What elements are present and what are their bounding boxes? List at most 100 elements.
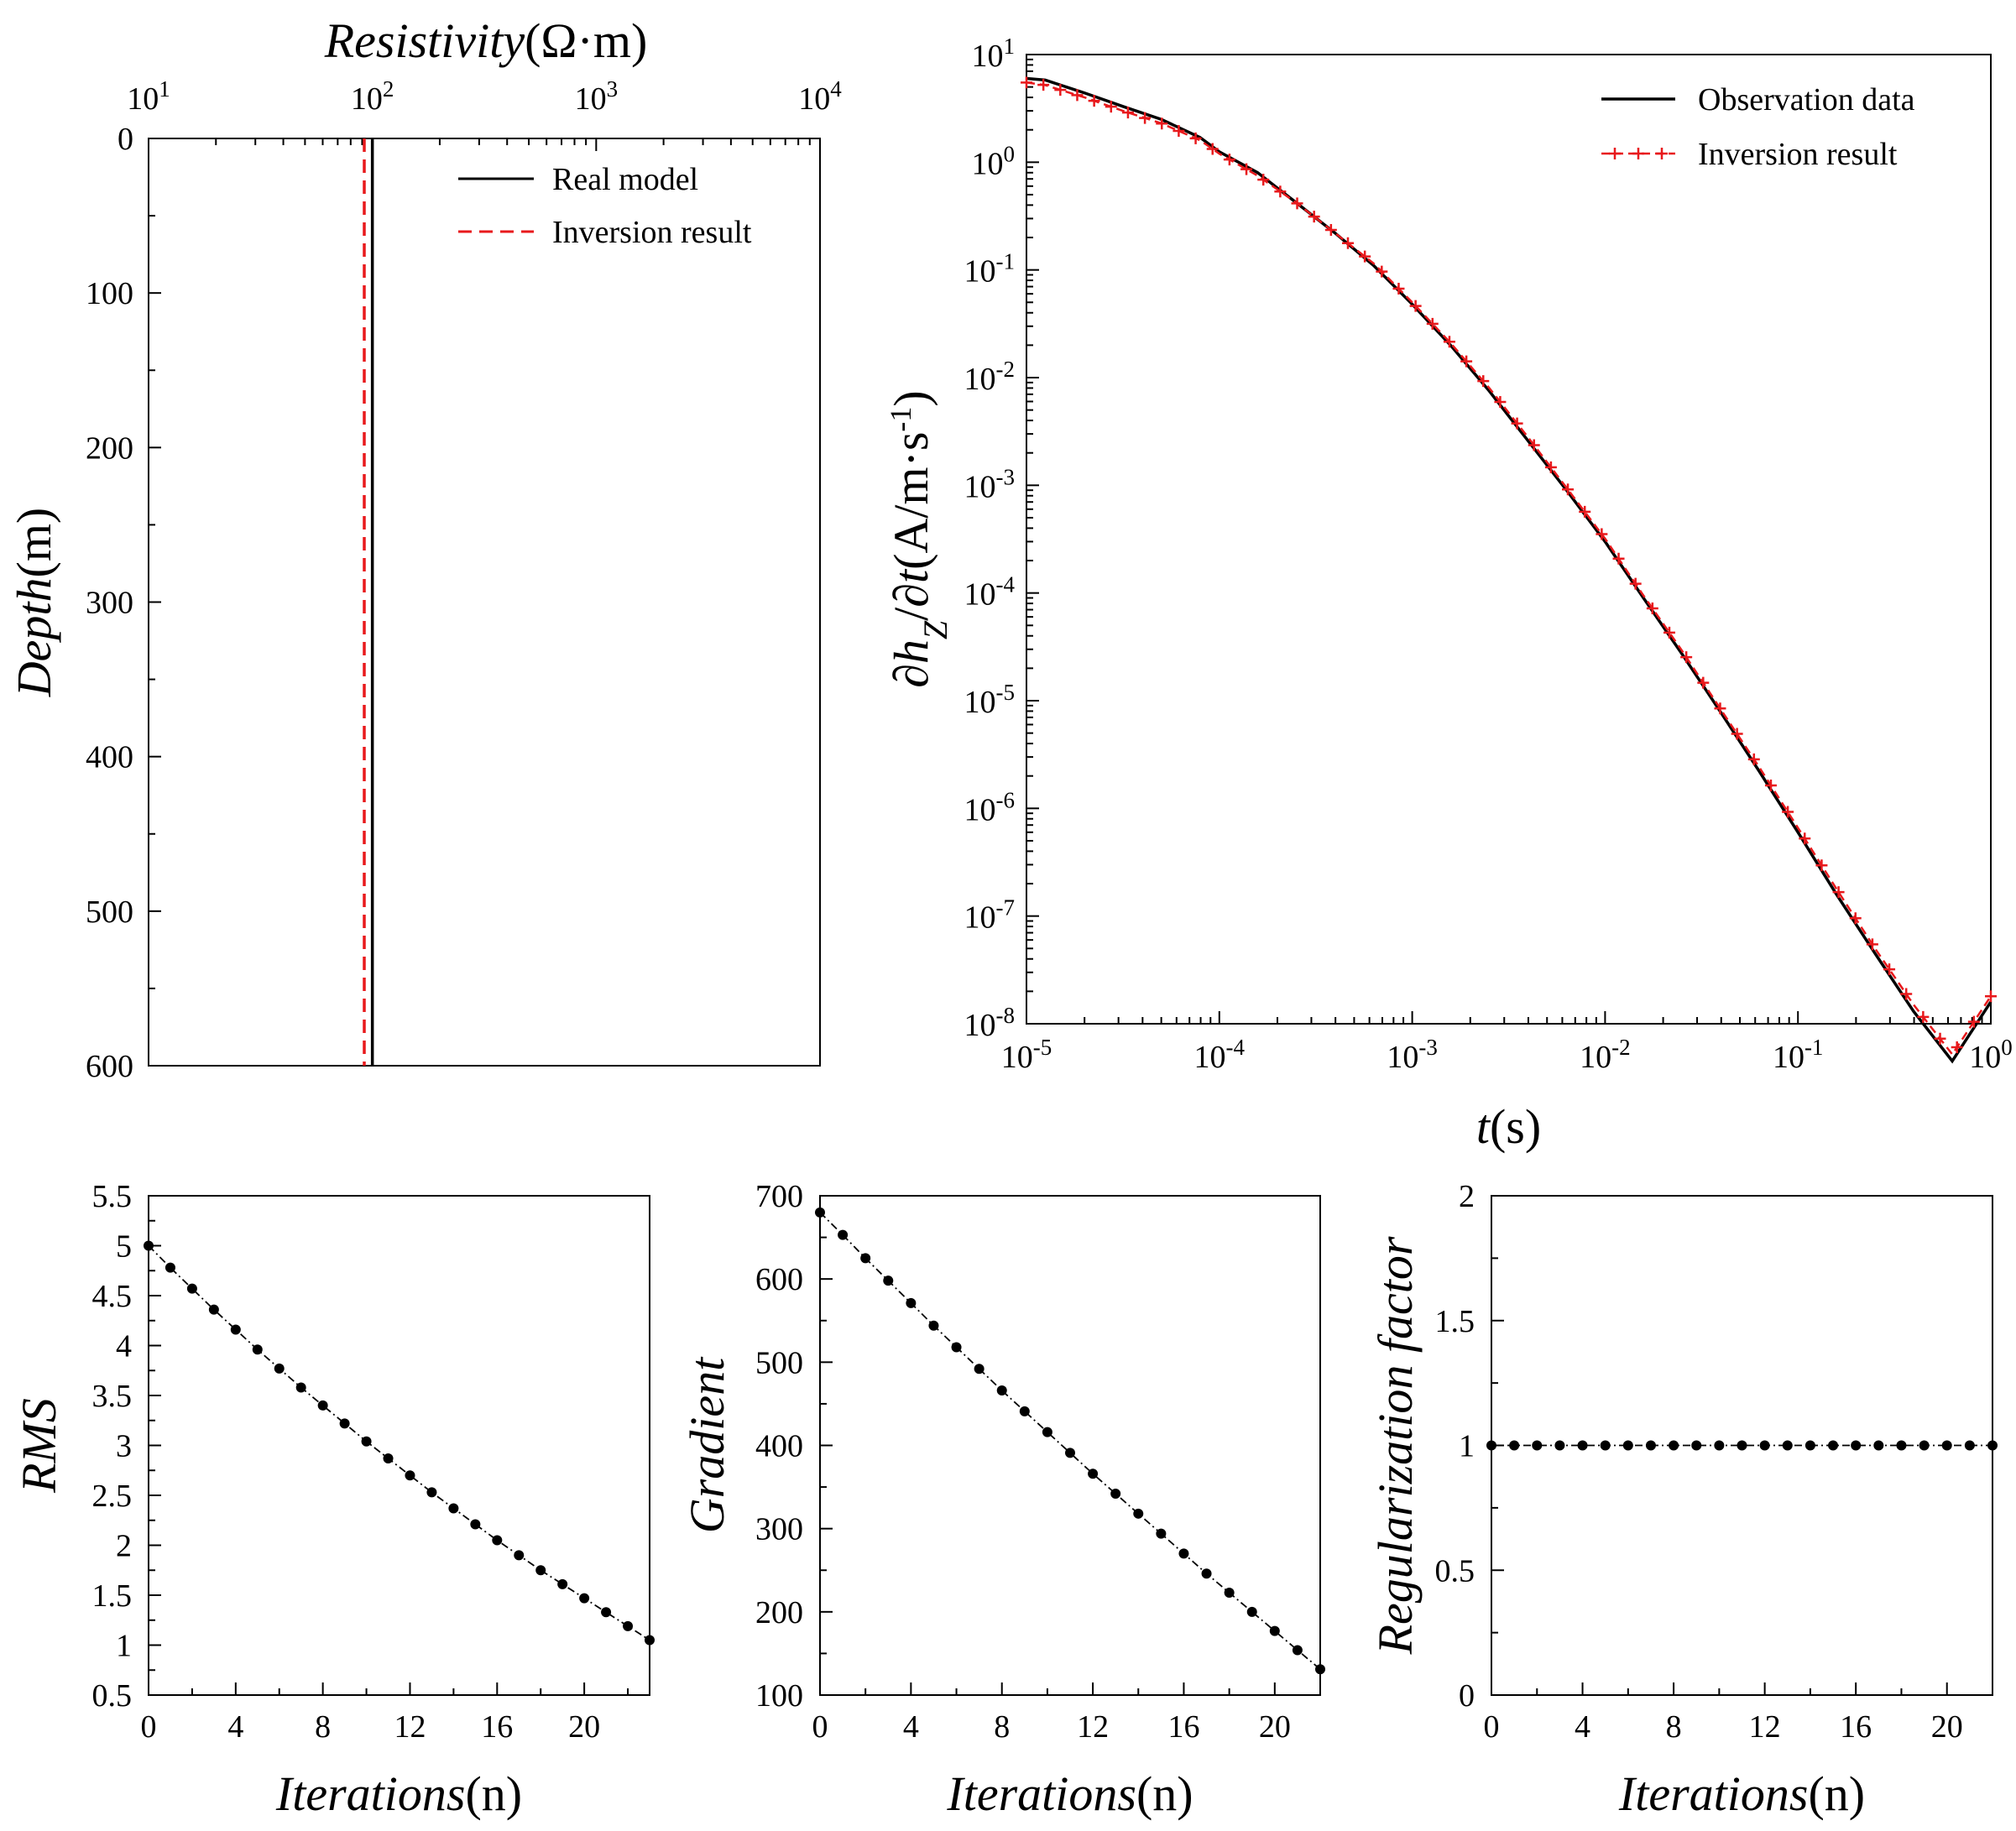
x-tick-label: 102 — [351, 76, 394, 117]
y-tick-label: 10-8 — [964, 1003, 1016, 1043]
x-tick-label: 16 — [481, 1709, 513, 1745]
label-italic: Regularization factor — [1368, 1236, 1423, 1655]
data-point — [1919, 1440, 1930, 1451]
plus-marker — [1105, 101, 1117, 113]
plus-marker — [1426, 317, 1439, 330]
plus-marker — [1579, 505, 1591, 518]
data-point — [339, 1418, 350, 1429]
data-point — [860, 1253, 871, 1264]
plus-marker — [1376, 265, 1388, 278]
data-point — [165, 1262, 175, 1273]
data-point — [1941, 1440, 1952, 1451]
tick-exponent: -6 — [996, 787, 1016, 812]
plus-marker — [1951, 1041, 1963, 1053]
plus-marker — [1782, 806, 1794, 818]
data-point — [815, 1207, 825, 1218]
label-normal: (n) — [1808, 1766, 1865, 1821]
data-point — [645, 1635, 655, 1646]
data-point — [1292, 1645, 1303, 1656]
plus-marker — [1443, 336, 1455, 348]
x-axis-label: Resistivity(Ω·m) — [324, 13, 648, 68]
label-italic: Iterations — [1618, 1766, 1809, 1821]
data-point — [601, 1607, 612, 1618]
plus-marker — [1799, 832, 1811, 845]
plus-marker — [1342, 237, 1354, 249]
data-point — [361, 1436, 372, 1447]
inversion-markers — [1021, 76, 1997, 1053]
label-part: (A/m·s — [884, 432, 938, 570]
label-normal: (n) — [465, 1766, 522, 1821]
label-normal: (s) — [1490, 1099, 1541, 1154]
label-italic: RMS — [12, 1398, 66, 1494]
x-tick-label: 20 — [1931, 1709, 1963, 1745]
data-point — [1110, 1489, 1121, 1500]
x-tick-label: 20 — [1259, 1709, 1291, 1745]
data-point — [838, 1229, 849, 1240]
y-tick-label: 10-3 — [964, 464, 1016, 504]
data-point — [906, 1297, 917, 1308]
tick-base: 10 — [964, 469, 996, 504]
plus-marker — [1392, 283, 1405, 295]
plus-marker — [1934, 1032, 1946, 1045]
y-tick-label: 0 — [118, 122, 133, 157]
data-point — [1669, 1440, 1679, 1451]
data-point — [252, 1344, 263, 1355]
x-tick-label: 16 — [1167, 1709, 1199, 1745]
plus-marker — [1731, 728, 1743, 740]
legend: Real model Inversion result — [458, 162, 752, 250]
tick-base: 10 — [1773, 1040, 1804, 1075]
series-inversion-result — [1026, 81, 1992, 1056]
tick-exponent: -4 — [996, 572, 1016, 597]
plus-marker — [1071, 89, 1084, 102]
data-point — [295, 1382, 306, 1393]
data-point — [1019, 1406, 1030, 1416]
data-point — [1201, 1568, 1212, 1579]
data-point — [1577, 1440, 1588, 1451]
y-tick-label: 4.5 — [92, 1279, 133, 1314]
x-tick-label: 12 — [1749, 1709, 1781, 1745]
plus-marker — [1832, 886, 1845, 899]
plot-frame — [148, 138, 821, 1067]
chart-gradient-iterations: 0 4 8 12 16 20 100 200 300 400 500 600 700 Iterations… — [680, 1179, 1325, 1821]
y-tick-label: 600 — [755, 1262, 803, 1297]
data-point — [1224, 1588, 1235, 1599]
x-axis-label: Iterations(n) — [946, 1766, 1193, 1821]
data-point — [144, 1240, 154, 1251]
label-subscript: Z — [917, 620, 954, 639]
y-tick-label: 0.5 — [92, 1678, 133, 1714]
y-tick-label: 101 — [972, 34, 1016, 74]
data-point — [1554, 1440, 1565, 1451]
x-tick-label: 12 — [1077, 1709, 1109, 1745]
y-axis-label: Depth(m) — [7, 508, 61, 698]
y-tick-label: 1.5 — [1435, 1304, 1475, 1339]
tick-base: 10 — [1194, 1040, 1226, 1075]
data-point — [1042, 1427, 1052, 1437]
data-point — [1315, 1664, 1325, 1675]
data-point — [1782, 1440, 1793, 1451]
legend-marker — [1656, 148, 1668, 159]
plus-marker — [1477, 375, 1490, 388]
data-point — [579, 1593, 590, 1604]
plus-marker — [1747, 753, 1760, 765]
y-tick-label: 300 — [86, 586, 133, 621]
y-tick-label: 500 — [755, 1345, 803, 1380]
plus-marker — [1967, 1015, 1980, 1028]
y-tick-label: 1.5 — [92, 1578, 133, 1614]
plus-marker — [1037, 79, 1050, 91]
tick-exponent: -1 — [1804, 1035, 1824, 1060]
data-point — [974, 1364, 984, 1375]
plus-marker — [1866, 938, 1878, 951]
x-tick-label: 8 — [994, 1709, 1010, 1745]
y-tick-label: 100 — [972, 141, 1016, 181]
y-tick-label: 400 — [755, 1429, 803, 1464]
plus-marker — [1511, 417, 1523, 430]
tick-base: 10 — [964, 362, 996, 397]
data-point — [317, 1400, 328, 1411]
y-axis-label: Regularization factor — [1368, 1236, 1423, 1655]
data-point — [470, 1519, 481, 1530]
y-tick-label: 2 — [116, 1529, 132, 1564]
plus-marker — [1883, 963, 1896, 976]
data-point — [274, 1363, 285, 1374]
